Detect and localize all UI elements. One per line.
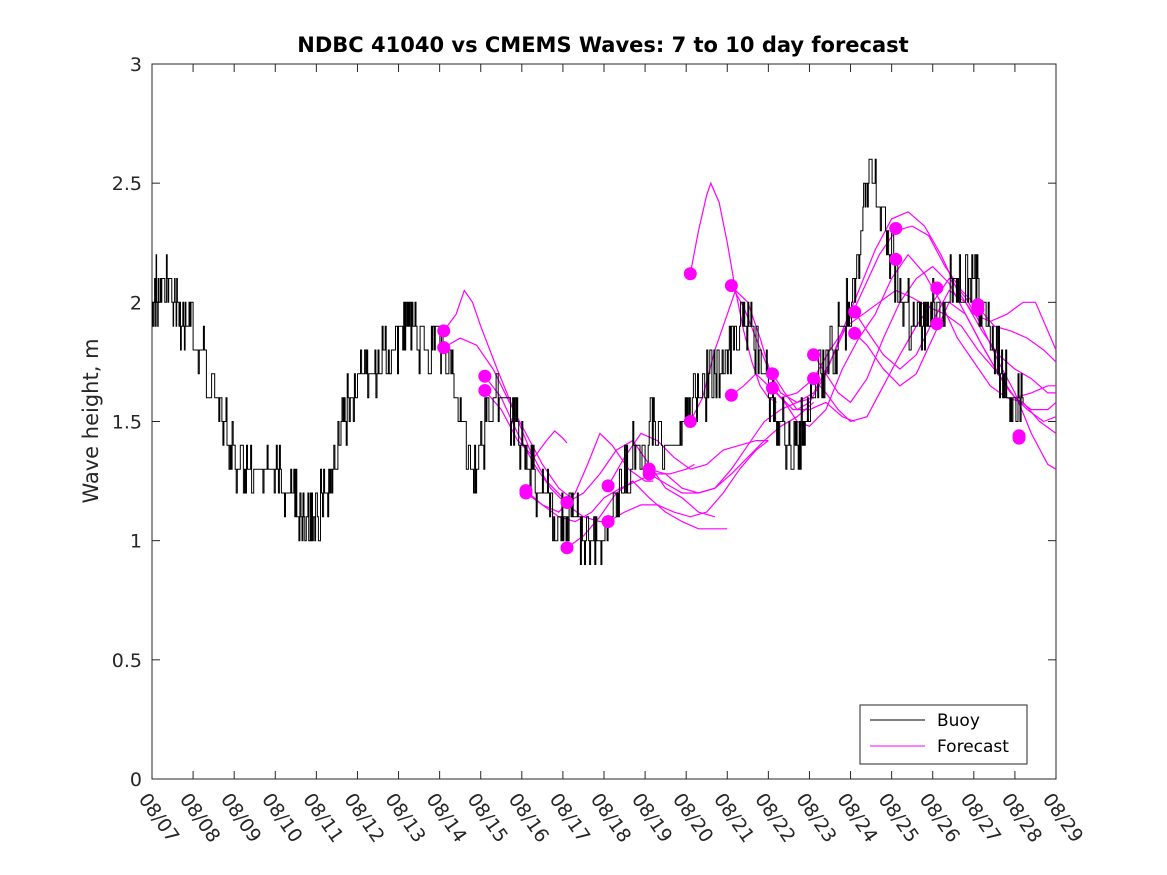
forecast-line <box>607 432 769 487</box>
forecast-marker <box>724 388 738 402</box>
forecast-marker <box>848 305 862 319</box>
forecast-marker <box>683 267 697 281</box>
x-tick-label: 08/27 <box>956 789 1005 846</box>
forecast-marker <box>889 221 903 235</box>
chart-title: NDBC 41040 vs CMEMS Waves: 7 to 10 day f… <box>297 33 908 57</box>
forecast-marker <box>724 279 738 293</box>
x-tick-label: 08/12 <box>339 789 388 846</box>
x-tick-label: 08/28 <box>997 789 1046 846</box>
x-tick-label: 08/15 <box>463 789 512 846</box>
y-tick-label: 2 <box>130 292 142 314</box>
y-tick-label: 2.5 <box>112 173 142 195</box>
x-tick-label: 08/09 <box>216 789 265 846</box>
forecast-marker <box>930 281 944 295</box>
forecast-line <box>484 390 568 459</box>
forecast-markers-group <box>437 221 1026 555</box>
forecast-marker <box>560 541 574 555</box>
forecast-marker <box>601 515 615 529</box>
forecast-marker <box>889 252 903 266</box>
forecast-marker <box>765 367 779 381</box>
x-tick-label: 08/14 <box>422 789 471 846</box>
y-tick-label: 1.5 <box>112 412 142 434</box>
forecast-line <box>689 181 777 403</box>
x-tick-label: 08/26 <box>915 789 964 846</box>
forecast-marker <box>1012 431 1026 445</box>
x-tick-label: 08/29 <box>1038 789 1087 846</box>
forecast-marker <box>848 326 862 340</box>
x-tick-label: 08/17 <box>545 789 594 846</box>
forecast-line <box>525 463 695 523</box>
x-tick-label: 08/21 <box>709 789 758 846</box>
legend-buoy-label: Buoy <box>937 711 980 731</box>
legend-forecast-label: Forecast <box>937 737 1009 757</box>
y-tick-label: 3 <box>130 54 142 76</box>
plot-area <box>151 63 1057 780</box>
forecast-marker <box>478 384 492 398</box>
forecast-line <box>607 440 769 523</box>
forecast-marker <box>971 302 985 316</box>
forecast-marker <box>560 496 574 510</box>
forecast-marker <box>642 467 656 481</box>
forecast-marker <box>478 369 492 383</box>
y-tick-label: 1 <box>130 531 142 553</box>
x-tick-label: 08/18 <box>586 789 635 846</box>
legend-box <box>859 704 1028 765</box>
forecast-line <box>443 337 572 499</box>
x-tick-label: 08/22 <box>750 789 799 846</box>
x-tick-label: 08/24 <box>832 789 881 846</box>
forecast-marker <box>437 341 451 355</box>
x-tick-label: 08/13 <box>380 789 429 846</box>
forecast-marker <box>437 324 451 338</box>
forecast-marker <box>601 479 615 493</box>
forecast-marker <box>519 484 533 498</box>
forecast-marker <box>683 415 697 428</box>
forecast-line <box>443 289 564 499</box>
x-tick-label: 08/07 <box>134 789 183 846</box>
x-tick-label: 08/20 <box>668 789 717 846</box>
x-tick-label: 08/25 <box>874 789 923 846</box>
forecast-marker <box>930 317 944 331</box>
x-tick-label: 08/10 <box>257 789 306 846</box>
forecast-line <box>649 401 814 494</box>
forecast-line <box>648 397 814 494</box>
x-tick-label: 08/19 <box>627 789 676 846</box>
y-axis-label: Wave height, m <box>79 338 103 503</box>
x-tick-label: 08/23 <box>791 789 840 846</box>
y-axis: 0 0.5 1 1.5 2 2.5 3 <box>112 54 1056 791</box>
buoy-series-group <box>152 158 1024 565</box>
y-tick-label: 0.5 <box>112 650 142 672</box>
forecast-marker <box>765 381 779 395</box>
forecast-marker <box>807 372 821 386</box>
x-tick-label: 08/16 <box>504 789 553 846</box>
forecast-line <box>813 265 1056 404</box>
buoy-line <box>152 158 1024 565</box>
legend: Buoy Forecast <box>859 704 1028 765</box>
y-tick-label: 0 <box>130 769 142 791</box>
x-tick-label: 08/11 <box>298 789 347 846</box>
forecast-line <box>854 301 1057 411</box>
forecast-line <box>566 439 716 518</box>
forecast-marker <box>807 348 821 362</box>
x-tick-label: 08/08 <box>175 789 224 846</box>
